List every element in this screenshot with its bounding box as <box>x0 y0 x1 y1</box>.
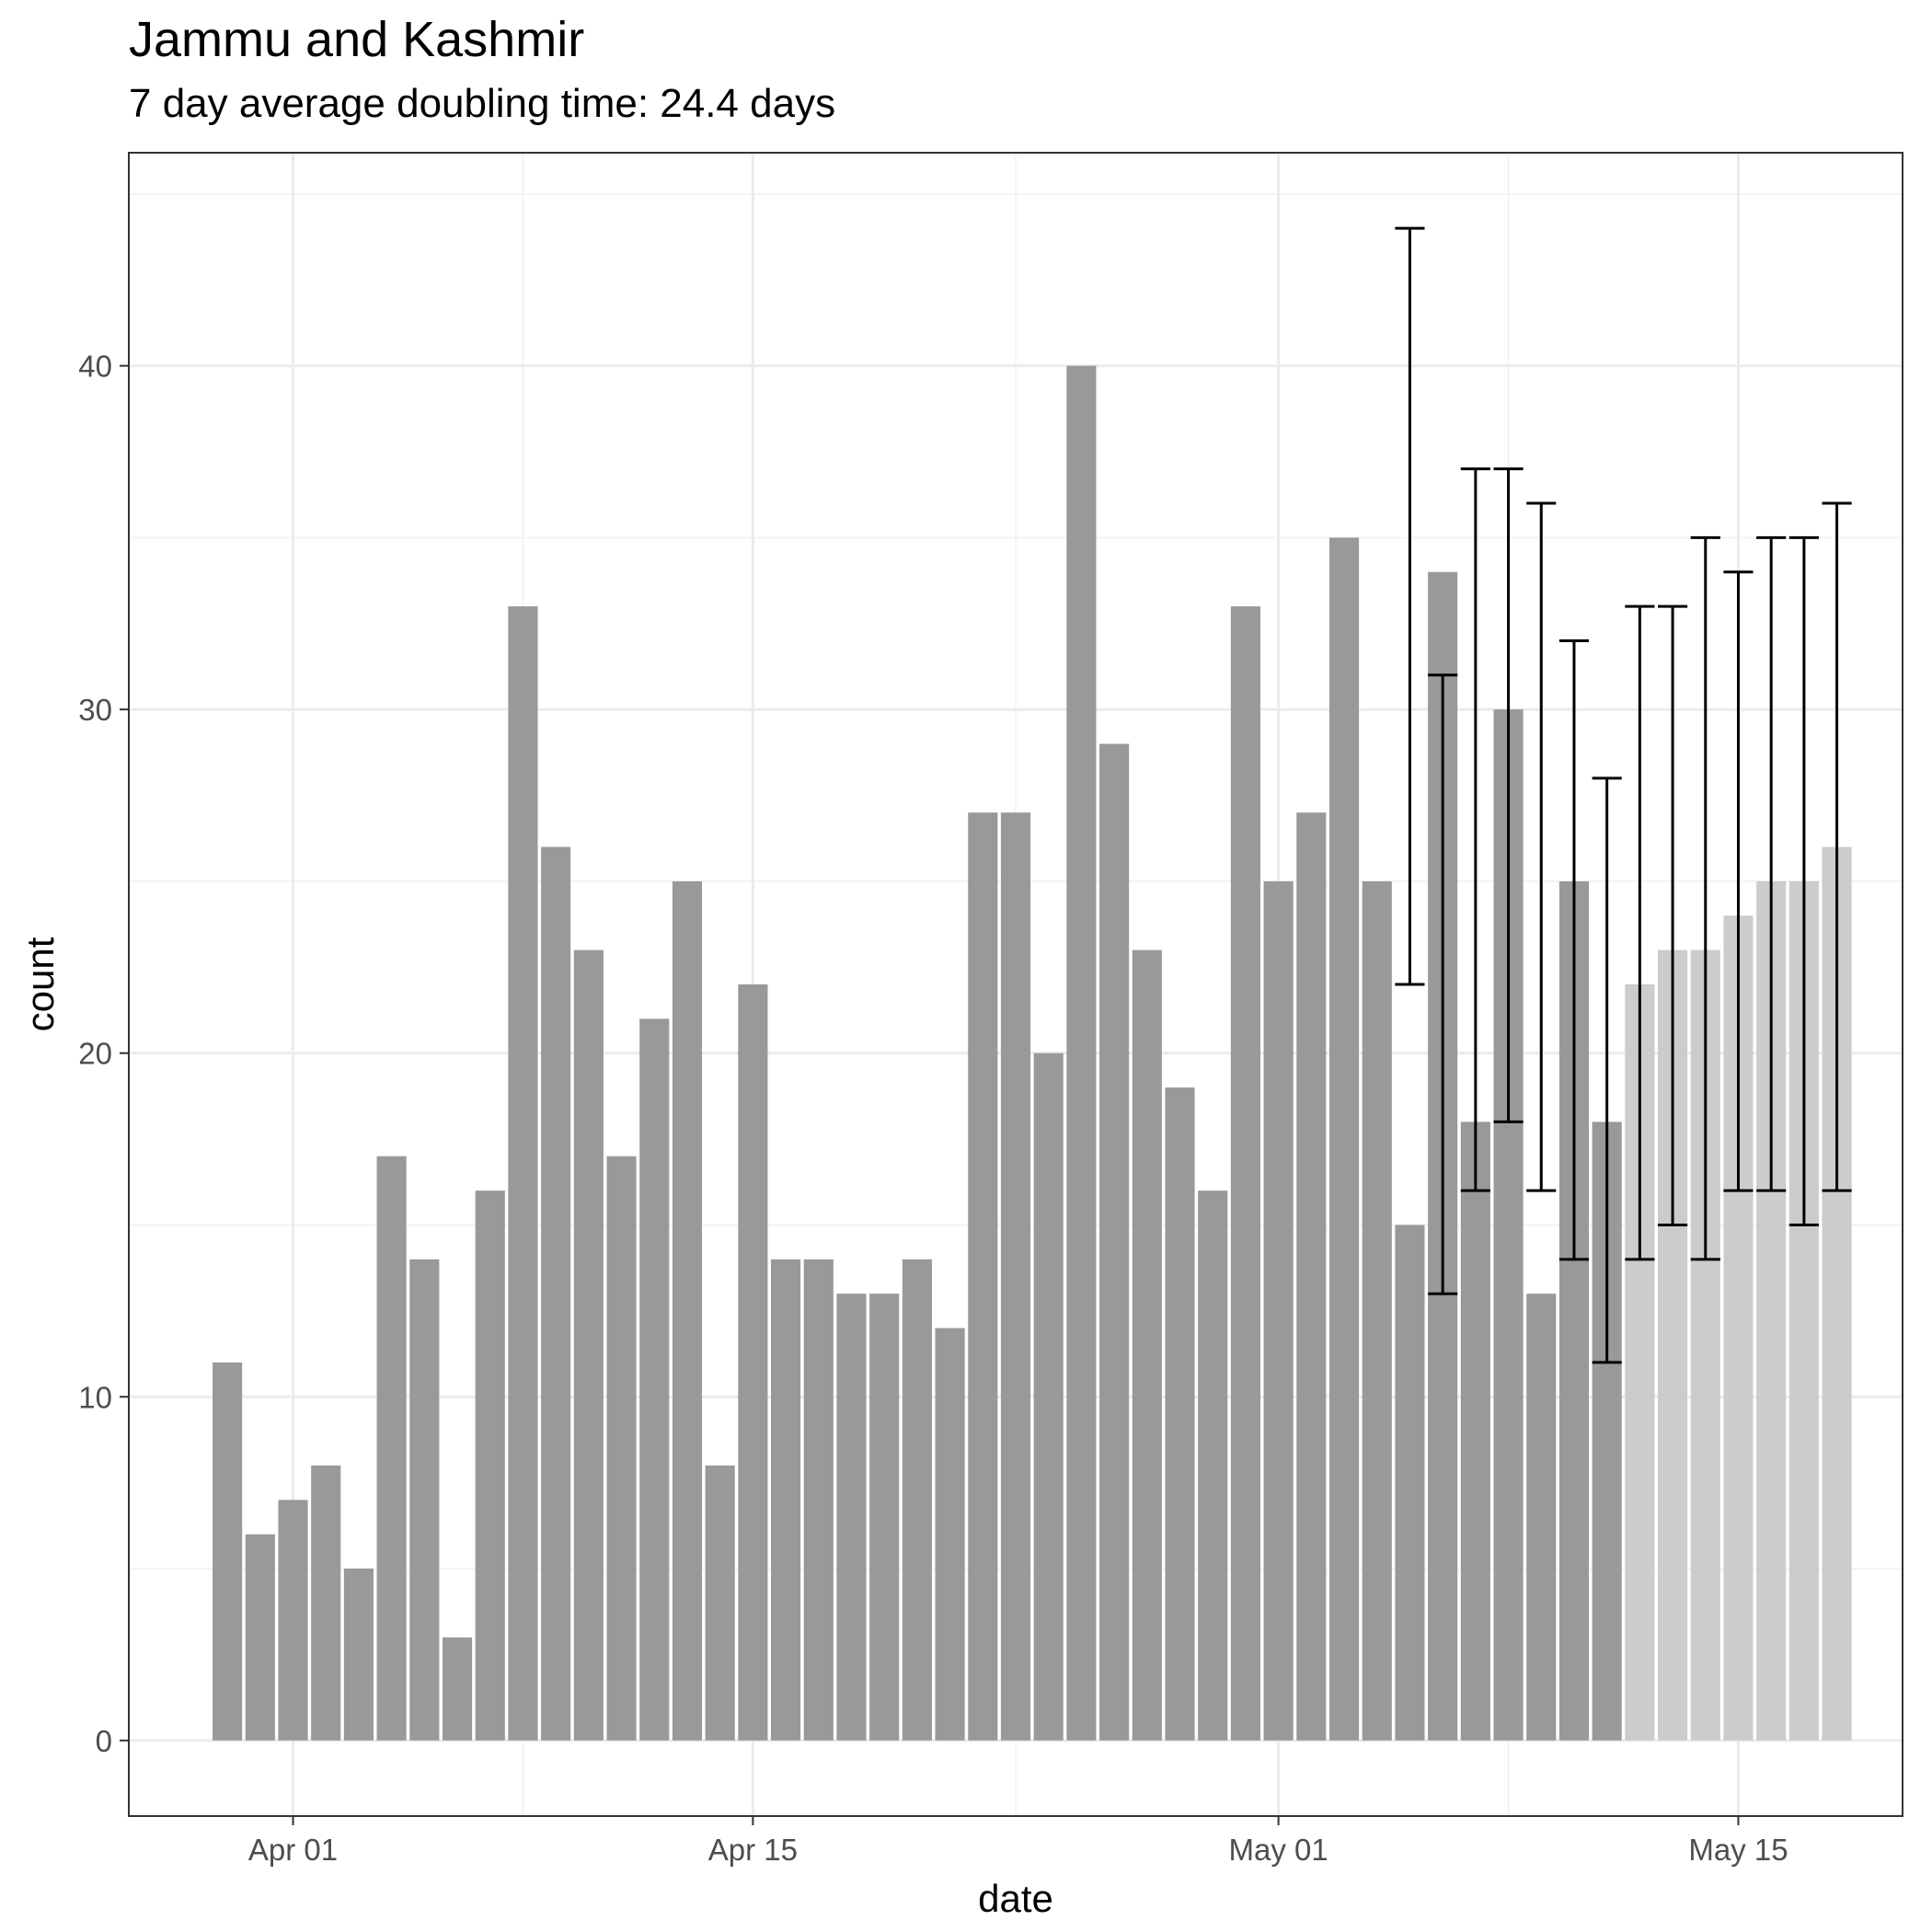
bar-observed <box>343 1569 374 1741</box>
error-bar <box>1395 226 1425 986</box>
bar-observed <box>1263 880 1294 1741</box>
bar-observed <box>1165 1087 1195 1741</box>
error-bar <box>1756 535 1787 1192</box>
chart-subtitle: 7 day average doubling time: 24.4 days <box>129 81 836 126</box>
error-bar <box>1526 501 1557 1192</box>
error-bar <box>1558 638 1590 1261</box>
y-axis-title: count <box>18 937 62 1031</box>
x-tick-label: May 01 <box>1229 1833 1328 1867</box>
bar-observed <box>1526 1294 1557 1741</box>
error-bars <box>1395 226 1852 1364</box>
bar-observed <box>475 1190 505 1741</box>
bar-observed <box>1395 1225 1425 1741</box>
bar-observed <box>771 1259 801 1741</box>
chart-title: Jammu and Kashmir <box>129 12 585 67</box>
x-tick-label: Apr 15 <box>708 1833 798 1867</box>
bar-observed <box>1033 1052 1064 1741</box>
error-bar <box>1625 604 1655 1261</box>
bar-observed <box>1099 743 1130 1741</box>
bar-observed <box>1000 812 1031 1741</box>
bar-observed <box>1296 812 1327 1741</box>
y-tick-label: 20 <box>78 1037 112 1071</box>
error-bar <box>1788 535 1819 1226</box>
y-tick-label: 0 <box>96 1724 112 1758</box>
error-bar <box>1723 570 1754 1192</box>
bar-observed <box>213 1362 243 1741</box>
error-bar <box>1428 673 1458 1295</box>
error-bar <box>1592 776 1622 1364</box>
bar-observed <box>311 1465 341 1741</box>
error-bar <box>1493 467 1524 1123</box>
bar-observed <box>1198 1190 1228 1741</box>
bar-observed <box>836 1294 867 1741</box>
bar-observed <box>573 949 604 1741</box>
axes: 0 10 20 30 40 Apr 01 Apr 15 May 01 May 15 <box>78 350 1788 1867</box>
y-tick-label: 30 <box>78 693 112 727</box>
bar-observed <box>672 880 703 1741</box>
bar-observed <box>442 1637 473 1741</box>
error-bar <box>1460 467 1490 1192</box>
error-bar <box>1822 501 1852 1192</box>
bar-observed <box>606 1156 637 1741</box>
bar-observed <box>245 1534 275 1741</box>
bar-observed <box>508 606 538 1741</box>
error-bar <box>1658 604 1688 1226</box>
bar-observed <box>409 1259 440 1741</box>
plot-panel-border <box>128 152 1903 1817</box>
bar-observed <box>705 1465 735 1741</box>
bar-observed <box>869 1294 900 1741</box>
bar-observed <box>1328 537 1360 1741</box>
error-bar <box>1690 535 1720 1261</box>
x-tick-label: Apr 01 <box>248 1833 338 1867</box>
x-tick-label: May 15 <box>1688 1833 1788 1867</box>
x-axis-title: date <box>978 1877 1053 1920</box>
bar-observed <box>935 1328 965 1741</box>
bar-observed <box>1132 949 1162 1741</box>
y-tick-label: 40 <box>78 350 112 384</box>
bar-observed <box>376 1156 407 1741</box>
bar-observed <box>738 984 768 1741</box>
bar-observed <box>803 1259 834 1741</box>
bar-observed <box>968 812 998 1741</box>
bar-observed <box>1230 606 1260 1741</box>
bar-observed <box>1460 1121 1490 1741</box>
bar-observed <box>1362 880 1392 1741</box>
bar-observed <box>541 846 571 1741</box>
y-tick-label: 10 <box>78 1380 112 1414</box>
bar-observed <box>639 1018 670 1741</box>
bar-observed <box>278 1500 308 1741</box>
bar-observed <box>902 1259 932 1741</box>
bar-observed <box>1066 365 1097 1741</box>
